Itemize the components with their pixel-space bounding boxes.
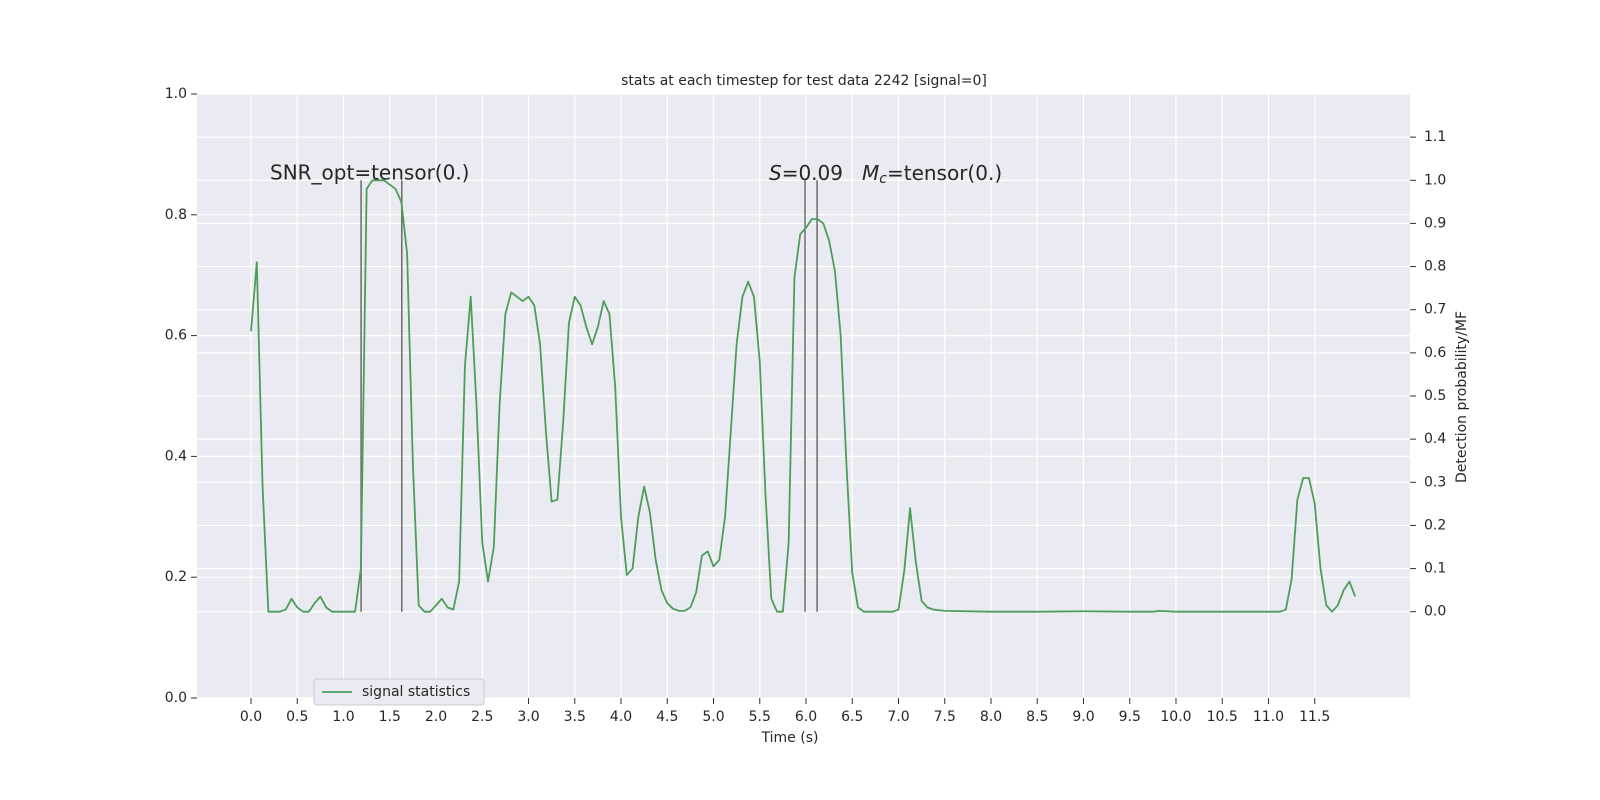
y2-tick-label: 0.7 [1424, 302, 1446, 318]
x-tick-label: 0.0 [240, 709, 262, 725]
y-tick-label: 0.2 [165, 569, 187, 585]
x-tick-label: 0.5 [286, 709, 308, 725]
x-tick-label: 11.5 [1299, 709, 1330, 725]
x-tick-label: 2.0 [425, 709, 447, 725]
x-tick-label: 3.0 [517, 709, 539, 725]
x-tick-label: 7.0 [887, 709, 909, 725]
x-tick-label: 5.0 [702, 709, 724, 725]
annotation-subscript: c [879, 171, 887, 187]
x-tick-label: 9.5 [1119, 709, 1141, 725]
y2-tick-label: 0.9 [1424, 215, 1446, 231]
x-tick-label: 5.5 [749, 709, 771, 725]
legend-box [313, 678, 485, 706]
y2-axis-label: Detection probability/MF [1454, 311, 1470, 483]
x-tick-label: 7.5 [934, 709, 956, 725]
y2-tick-label: 0.4 [1424, 431, 1446, 447]
annotation-text: =0.09 [782, 161, 843, 185]
annotation-symbol: M [862, 161, 879, 185]
annotation: S=0.09 [769, 161, 843, 185]
y2-tick-label: 0.5 [1424, 388, 1446, 404]
x-tick-label: 9.0 [1072, 709, 1094, 725]
y-tick-label: 0.4 [165, 448, 187, 464]
legend-label: signal statistics [362, 684, 470, 700]
x-tick-label: 10.5 [1207, 709, 1238, 725]
y2-tick-label: 0.3 [1424, 474, 1446, 490]
annotation: SNR_opt=tensor(0.) [270, 161, 469, 185]
x-tick-label: 3.5 [564, 709, 586, 725]
y-tick-label: 0.8 [165, 207, 187, 223]
x-tick-label: 4.5 [656, 709, 678, 725]
x-tick-label: 4.0 [610, 709, 632, 725]
annotation-text: =tensor(0.) [887, 161, 1002, 185]
data-line [250, 179, 1357, 613]
y2-tick-label: 1.1 [1424, 129, 1446, 145]
y2-tick-label: 0.1 [1424, 561, 1446, 577]
x-tick-label: 1.5 [379, 709, 401, 725]
y2-tick-label: 0.0 [1424, 604, 1446, 620]
y2-tick-label: 0.8 [1424, 259, 1446, 275]
x-tick-label: 1.0 [332, 709, 354, 725]
y2-tick-label: 1.0 [1424, 172, 1446, 188]
x-axis-label: Time (s) [761, 730, 819, 746]
x-tick-label: 10.0 [1160, 709, 1191, 725]
x-tick-label: 8.5 [1026, 709, 1048, 725]
y2-tick-label: 0.2 [1424, 517, 1446, 533]
x-tick-label: 6.5 [841, 709, 863, 725]
annotation-symbol: S [769, 161, 782, 185]
chart-title: stats at each timestep for test data 224… [621, 73, 987, 89]
y-tick-label: 0.0 [165, 690, 187, 706]
x-tick-label: 6.0 [795, 709, 817, 725]
y2-tick-label: 0.6 [1424, 345, 1446, 361]
x-tick-label: 8.0 [980, 709, 1002, 725]
grid [197, 93, 1410, 699]
y-tick-label: 0.6 [165, 328, 187, 344]
annotation: Mc=tensor(0.) [862, 161, 1002, 188]
x-tick-label: 11.0 [1253, 709, 1284, 725]
y-tick-label: 1.0 [165, 86, 187, 102]
x-tick-label: 2.5 [471, 709, 493, 725]
